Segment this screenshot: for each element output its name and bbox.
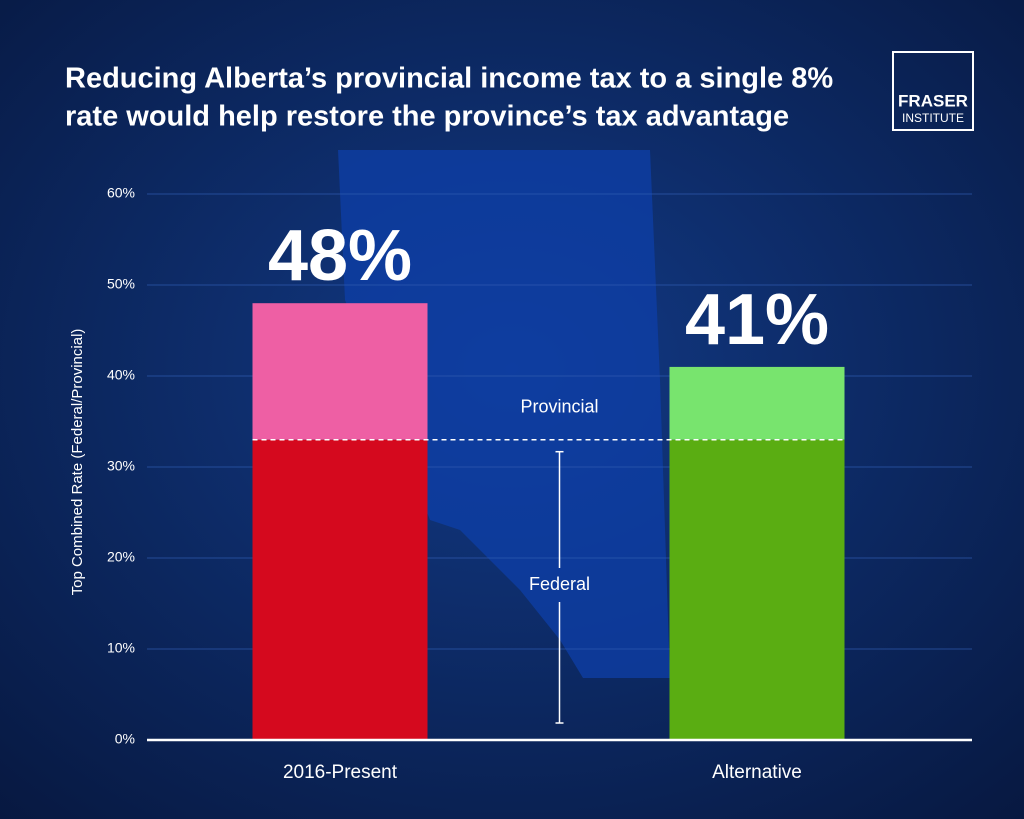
bar-segment (669, 366, 845, 440)
alberta-shape (338, 150, 670, 678)
logo-text: INSTITUTE (902, 111, 964, 125)
bar-segment (669, 439, 845, 740)
y-tick-label: 30% (107, 458, 135, 474)
y-tick-label: 20% (107, 549, 135, 565)
y-tick-label: 50% (107, 276, 135, 292)
bar-segment (252, 303, 428, 440)
chart-title: Reducing Alberta’s provincial income tax… (65, 63, 833, 95)
series-label: Federal (529, 574, 590, 594)
y-tick-label: 60% (107, 185, 135, 201)
total-label: 48% (268, 216, 412, 296)
y-tick-label: 0% (115, 731, 135, 747)
x-tick-label: Alternative (712, 762, 802, 783)
logo-box (892, 51, 974, 131)
x-tick-label: 2016-Present (283, 762, 398, 783)
y-axis-label: Top Combined Rate (Federal/Provincial) (69, 329, 86, 596)
y-tick-label: 10% (107, 640, 135, 656)
y-tick-label: 40% (107, 367, 135, 383)
logo-text: FRASER (898, 91, 968, 110)
series-label: Provincial (520, 396, 598, 416)
total-label: 41% (685, 280, 829, 360)
chart-title: rate would help restore the province’s t… (65, 101, 789, 133)
bar-segment (252, 439, 428, 740)
